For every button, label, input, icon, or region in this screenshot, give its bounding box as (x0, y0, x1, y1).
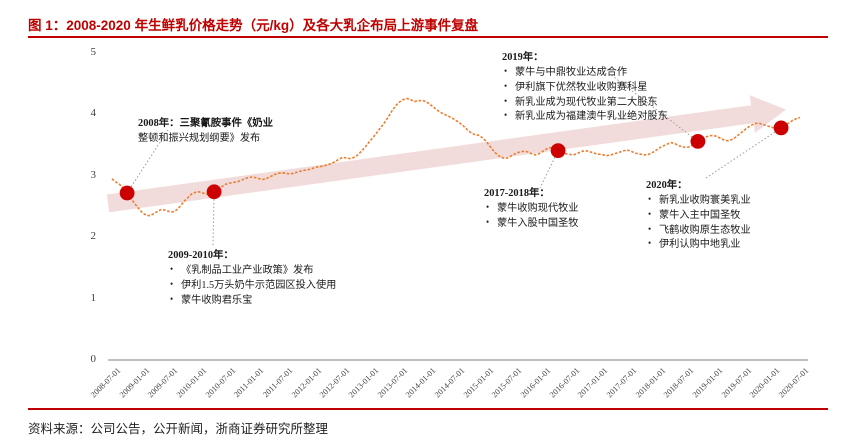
annotation-2017-2018-list: 蒙牛收购现代牧业 蒙牛入股中国圣牧 (484, 201, 644, 232)
annotation-2008-line: 整顿和振兴规划纲要》发布 (138, 133, 261, 145)
page-title: 图 1：2008-2020 年生鲜乳价格走势（元/kg）及各大乳企布局上游事件复… (28, 18, 479, 33)
event-marker-2009-2010 (206, 184, 222, 200)
source-rule (28, 408, 828, 410)
annotation-2020-heading: 2020年： (646, 180, 688, 191)
y-tick-label: 5 (90, 46, 97, 58)
annotation-2020-list: 新乳业收购寰美乳业 蒙牛入主中国圣牧 飞鹤收购原生态牧业 伊利认购中地乳业 (646, 193, 846, 253)
price-line (111, 97, 801, 217)
annotation-leader-line (126, 129, 169, 194)
annotation-leader-line (705, 127, 782, 179)
annotation-2008-heading: 2008年：三聚氰胺事件《奶业 (138, 118, 274, 129)
annotation-leader-line (539, 150, 559, 189)
list-item: 伊利1.5万头奶牛示范园区投入使用 (170, 278, 348, 294)
source-note: 资料来源：公司公告，公开新闻，浙商证券研究所整理 (28, 422, 329, 436)
y-tick-label: 2 (90, 230, 97, 243)
event-marker-2019 (690, 134, 706, 149)
annotation-2009-2010: 2009-2010年： 《乳制品工业产业政策》发布 伊利1.5万头奶牛示范园区投… (168, 248, 348, 308)
list-item: 蒙牛收购现代牧业 (486, 201, 644, 217)
list-item: 《乳制品工业产业政策》发布 (170, 263, 348, 279)
list-item: 新乳业成为现代牧业第二大股东 (504, 95, 792, 111)
annotation-2017-2018-heading: 2017-2018年： (484, 188, 550, 199)
event-marker-2008 (119, 185, 135, 201)
list-item: 新乳业成为福建澳牛乳业绝对股东 (504, 109, 792, 125)
title-rule (28, 36, 828, 38)
y-tick-label: 4 (90, 107, 97, 120)
y-tick-label: 0 (90, 353, 97, 365)
annotation-leader-line (212, 191, 215, 247)
annotation-2009-2010-heading: 2009-2010年： (168, 250, 234, 261)
annotation-2008: 2008年：三聚氰胺事件《奶业 整顿和振兴规划纲要》发布 (138, 116, 338, 147)
y-tick-label: 3 (90, 168, 97, 181)
list-item: 飞鹤收购原生态牧业 (648, 223, 846, 239)
annotation-2019-heading: 2019年： (502, 52, 544, 63)
list-item: 新乳业收购寰美乳业 (648, 193, 846, 209)
annotation-2017-2018: 2017-2018年： 蒙牛收购现代牧业 蒙牛入股中国圣牧 (484, 186, 644, 232)
annotation-2019-list: 蒙牛与中鼎牧业达成合作 伊利旗下优然牧业收购赛科星 新乳业成为现代牧业第二大股东… (502, 65, 792, 125)
list-item: 蒙牛入主中国圣牧 (648, 208, 846, 224)
annotation-2009-2010-list: 《乳制品工业产业政策》发布 伊利1.5万头奶牛示范园区投入使用 蒙牛收购君乐宝 (168, 263, 348, 309)
list-item: 伊利旗下优然牧业收购赛科星 (504, 80, 792, 96)
list-item: 蒙牛与中鼎牧业达成合作 (504, 65, 792, 81)
annotation-2019: 2019年： 蒙牛与中鼎牧业达成合作 伊利旗下优然牧业收购赛科星 新乳业成为现代… (502, 50, 792, 125)
list-item: 蒙牛入股中国圣牧 (486, 216, 644, 232)
list-item: 蒙牛收购君乐宝 (170, 293, 348, 309)
y-tick-label: 1 (90, 291, 97, 304)
list-item: 伊利认购中地乳业 (648, 237, 846, 253)
event-marker-2017-2018 (550, 143, 566, 158)
annotation-2020: 2020年： 新乳业收购寰美乳业 蒙牛入主中国圣牧 飞鹤收购原生态牧业 伊利认购… (646, 178, 846, 253)
